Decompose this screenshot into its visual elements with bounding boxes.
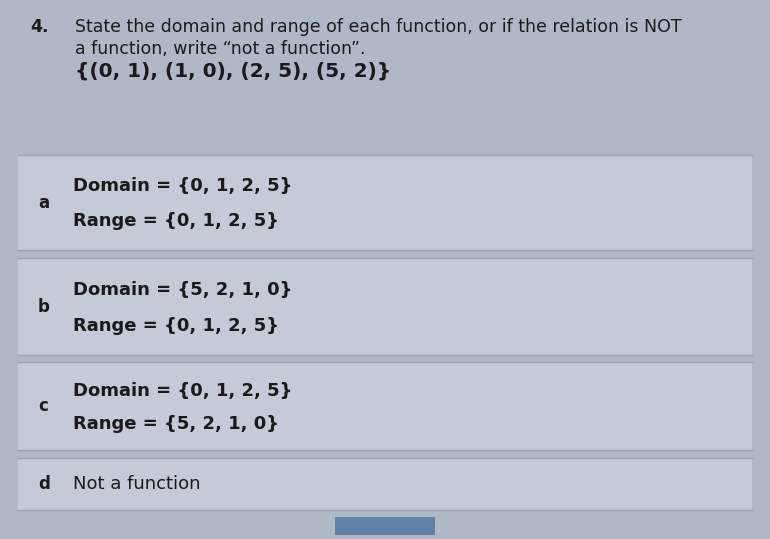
Text: Domain = {0, 1, 2, 5}: Domain = {0, 1, 2, 5} — [73, 177, 293, 195]
Text: 4.: 4. — [30, 18, 49, 36]
Text: c: c — [38, 397, 48, 415]
Bar — [335, 517, 435, 535]
Text: Not a function: Not a function — [73, 475, 200, 493]
Text: Range = {0, 1, 2, 5}: Range = {0, 1, 2, 5} — [73, 317, 279, 335]
Text: b: b — [38, 298, 50, 315]
Text: {(0, 1), (1, 0), (2, 5), (5, 2)}: {(0, 1), (1, 0), (2, 5), (5, 2)} — [75, 62, 391, 81]
Text: Range = {0, 1, 2, 5}: Range = {0, 1, 2, 5} — [73, 212, 279, 231]
Bar — [18, 155, 752, 250]
Text: State the domain and range of each function, or if the relation is NOT: State the domain and range of each funct… — [75, 18, 681, 36]
Text: Range = {5, 2, 1, 0}: Range = {5, 2, 1, 0} — [73, 414, 279, 433]
Bar — [18, 258, 752, 355]
Bar — [18, 458, 752, 510]
Text: Domain = {0, 1, 2, 5}: Domain = {0, 1, 2, 5} — [73, 382, 293, 400]
Text: a: a — [38, 194, 49, 211]
Text: d: d — [38, 475, 50, 493]
Bar — [18, 362, 752, 450]
Text: a function, write “not a function”.: a function, write “not a function”. — [75, 40, 366, 58]
Text: Domain = {5, 2, 1, 0}: Domain = {5, 2, 1, 0} — [73, 281, 293, 299]
